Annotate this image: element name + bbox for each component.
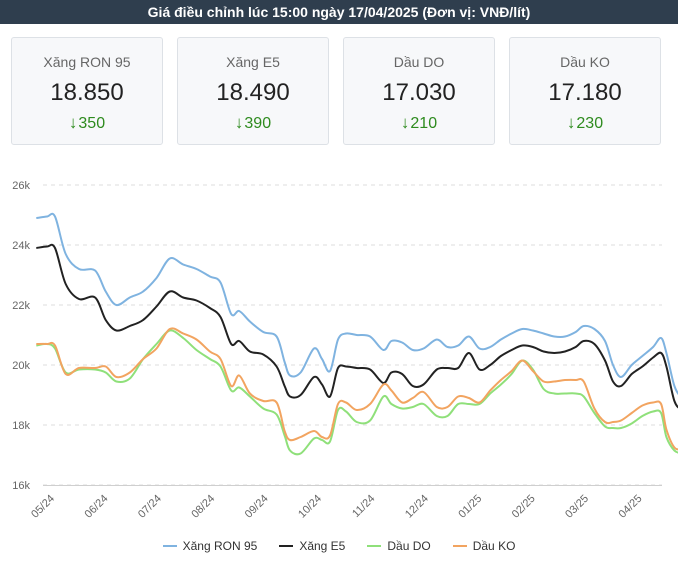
y-tick-label: 20k xyxy=(12,360,30,372)
x-tick-label: 04/25 xyxy=(617,493,645,521)
series-line-dau-do xyxy=(36,329,678,456)
card-change-value: 230 xyxy=(576,115,604,132)
card-change: ↓390 xyxy=(178,113,328,133)
card-fuel-name: Xăng E5 xyxy=(226,54,280,70)
x-tick-label: 03/25 xyxy=(563,493,591,521)
price-card-do: Dầu DO 17.030 ↓210 xyxy=(343,37,495,145)
legend-label: Dầu DO xyxy=(387,539,431,553)
y-tick-label: 24k xyxy=(12,240,30,252)
arrow-down-icon: ↓ xyxy=(566,113,576,132)
y-tick-label: 18k xyxy=(12,420,30,432)
x-tick-label: 05/24 xyxy=(29,493,57,521)
legend-item[interactable]: Dầu KO xyxy=(452,539,516,553)
price-card-ron95: Xăng RON 95 18.850 ↓350 xyxy=(11,37,163,145)
legend-label: Xăng E5 xyxy=(299,539,346,553)
card-fuel-name: Dầu KO xyxy=(560,54,610,70)
card-change-value: 210 xyxy=(410,115,438,132)
price-card-ko: Dầu KO 17.180 ↓230 xyxy=(509,37,661,145)
card-fuel-name: Dầu DO xyxy=(393,54,445,70)
x-tick-label: 09/24 xyxy=(243,493,271,521)
legend-swatch xyxy=(452,545,467,547)
x-tick-label: 08/24 xyxy=(189,493,217,521)
card-change: ↓210 xyxy=(344,113,494,133)
legend-label: Xăng RON 95 xyxy=(182,539,258,553)
legend-swatch xyxy=(367,545,382,547)
card-fuel-name: Xăng RON 95 xyxy=(43,54,131,70)
y-tick-label: 16k xyxy=(12,480,30,492)
card-price: 17.180 xyxy=(548,79,622,106)
y-tick-label: 22k xyxy=(12,300,30,312)
card-change: ↓230 xyxy=(510,113,660,133)
series-line-dau-ko xyxy=(36,327,678,451)
series-line-xang-ron-95 xyxy=(36,212,678,396)
legend-swatch xyxy=(162,545,177,547)
chart-header: Giá điều chỉnh lúc 15:00 ngày 17/04/2025… xyxy=(0,0,678,24)
x-tick-label: 01/25 xyxy=(456,493,484,521)
card-change-value: 350 xyxy=(78,115,106,132)
card-change: ↓350 xyxy=(12,113,162,133)
legend-item[interactable]: Xăng RON 95 xyxy=(162,539,258,553)
price-cards: Xăng RON 95 18.850 ↓350 Xăng E5 18.490 ↓… xyxy=(11,37,661,145)
chart-legend: Xăng RON 95 Xăng E5 Dầu DO Dầu KO xyxy=(0,539,678,553)
legend-item[interactable]: Dầu DO xyxy=(367,539,431,553)
x-tick-label: 02/25 xyxy=(510,493,538,521)
card-change-value: 390 xyxy=(244,115,272,132)
x-tick-label: 07/24 xyxy=(136,493,164,521)
legend-label: Dầu KO xyxy=(472,539,516,553)
card-price: 17.030 xyxy=(382,79,456,106)
series-line-xang-e5 xyxy=(36,243,678,409)
header-title: Giá điều chỉnh lúc 15:00 ngày 17/04/2025… xyxy=(147,4,531,20)
line-chart: 16k 18k 20k 22k 24k 26k 05/24 06/24 07/24 08/24 09… xyxy=(12,180,678,521)
price-card-e5: Xăng E5 18.490 ↓390 xyxy=(177,37,329,145)
x-tick-label: 06/24 xyxy=(83,493,111,521)
card-price: 18.490 xyxy=(216,79,290,106)
arrow-down-icon: ↓ xyxy=(234,113,244,132)
legend-swatch xyxy=(279,545,294,547)
arrow-down-icon: ↓ xyxy=(400,113,410,132)
x-tick-label: 12/24 xyxy=(403,493,431,521)
x-tick-label: 11/24 xyxy=(350,493,377,520)
card-price: 18.850 xyxy=(50,79,124,106)
arrow-down-icon: ↓ xyxy=(68,113,78,132)
legend-item[interactable]: Xăng E5 xyxy=(279,539,345,553)
y-tick-label: 26k xyxy=(12,180,30,192)
x-tick-label: 10/24 xyxy=(296,493,324,521)
